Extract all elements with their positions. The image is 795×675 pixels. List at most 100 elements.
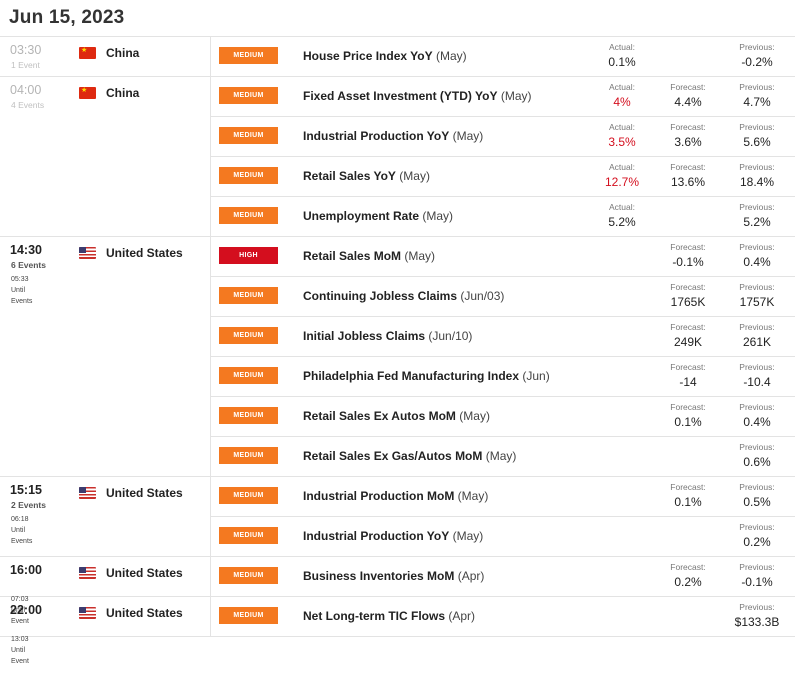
forecast-label: Forecast: bbox=[670, 362, 706, 372]
forecast-value-cell: Forecast: 0.1% bbox=[665, 482, 711, 509]
actual-value: 4% bbox=[613, 95, 631, 109]
previous-label: Previous: bbox=[739, 42, 775, 52]
event-name: Continuing Jobless Claims bbox=[303, 289, 458, 303]
event-period: (Jun/10) bbox=[428, 329, 473, 343]
previous-label: Previous: bbox=[739, 442, 775, 452]
countdown-line: 13:03 bbox=[11, 636, 29, 643]
previous-value: 0.5% bbox=[743, 495, 771, 509]
event-row[interactable]: MEDIUM Business Inventories MoM (Apr) Fo… bbox=[211, 557, 795, 596]
forecast-value-cell: Forecast: 3.6% bbox=[665, 122, 711, 149]
countdown-line: Until bbox=[11, 527, 26, 534]
event-title[interactable]: Net Long-term TIC Flows (Apr) bbox=[303, 609, 475, 623]
previous-value: $133.3B bbox=[734, 615, 780, 629]
us-flag-icon bbox=[79, 487, 96, 499]
time-column: 03:30 1 Event ★ China bbox=[0, 37, 211, 76]
forecast-label: Forecast: bbox=[670, 562, 706, 572]
event-row[interactable]: MEDIUM Industrial Production MoM (May) F… bbox=[211, 477, 795, 517]
forecast-value-cell: Forecast: -0.1% bbox=[665, 242, 711, 269]
event-title[interactable]: Industrial Production YoY (May) bbox=[303, 129, 483, 143]
previous-value: 0.6% bbox=[743, 455, 771, 469]
event-period: (May) bbox=[404, 249, 436, 263]
forecast-label: Forecast: bbox=[670, 482, 706, 492]
event-title[interactable]: Retail Sales YoY (May) bbox=[303, 169, 430, 183]
event-name: Industrial Production MoM bbox=[303, 489, 455, 503]
forecast-label: Forecast: bbox=[670, 282, 706, 292]
event-period: (Jun/03) bbox=[460, 289, 505, 303]
countdown-line: 07:03 bbox=[11, 596, 29, 603]
importance-badge: MEDIUM bbox=[219, 567, 278, 584]
event-row[interactable]: MEDIUM Unemployment Rate (May) Actual: 5… bbox=[211, 197, 795, 236]
event-row[interactable]: MEDIUM Net Long-term TIC Flows (Apr) Pre… bbox=[211, 597, 795, 636]
event-period: (May) bbox=[399, 169, 430, 183]
time-column: 04:00 4 Events ★ China bbox=[0, 77, 211, 236]
actual-value-cell: Actual: 3.5% bbox=[599, 122, 645, 149]
event-title[interactable]: Retail Sales MoM (May) bbox=[303, 249, 435, 263]
event-period: (May) bbox=[422, 209, 454, 223]
event-row[interactable]: HIGH Retail Sales MoM (May) Forecast: -0… bbox=[211, 237, 795, 277]
previous-label: Previous: bbox=[739, 602, 775, 612]
event-period: (Jun) bbox=[522, 369, 550, 383]
event-period: (Apr) bbox=[448, 609, 476, 623]
event-row[interactable]: MEDIUM Retail Sales YoY (May) Actual: 12… bbox=[211, 157, 795, 197]
event-title[interactable]: Fixed Asset Investment (YTD) YoY (May) bbox=[303, 89, 532, 103]
forecast-label: Forecast: bbox=[670, 322, 706, 332]
previous-value-cell: Previous: 0.4% bbox=[730, 242, 784, 269]
actual-value-cell: Actual: 4% bbox=[599, 82, 645, 109]
country-name: China bbox=[106, 86, 140, 100]
previous-value-cell: Previous: 0.5% bbox=[730, 482, 784, 509]
event-name: Industrial Production YoY bbox=[303, 529, 450, 543]
event-title[interactable]: Business Inventories MoM (Apr) bbox=[303, 569, 484, 583]
event-name: Retail Sales YoY bbox=[303, 169, 396, 183]
time-group: 16:00 07:03 Until Event United States MEDI… bbox=[0, 557, 795, 625]
previous-label: Previous: bbox=[739, 522, 775, 532]
country-name: United States bbox=[106, 246, 183, 260]
event-row[interactable]: MEDIUM Initial Jobless Claims (Jun/10) F… bbox=[211, 317, 795, 357]
previous-value: -0.1% bbox=[741, 575, 773, 589]
event-title[interactable]: Retail Sales Ex Gas/Autos MoM (May) bbox=[303, 449, 516, 463]
previous-value-cell: Previous: 18.4% bbox=[730, 162, 784, 189]
event-title[interactable]: Industrial Production MoM (May) bbox=[303, 489, 488, 503]
event-row[interactable]: MEDIUM Retail Sales Ex Autos MoM (May) F… bbox=[211, 397, 795, 437]
actual-label: Actual: bbox=[609, 202, 635, 212]
event-row[interactable]: MEDIUM Continuing Jobless Claims (Jun/03… bbox=[211, 277, 795, 317]
forecast-value: 3.6% bbox=[674, 135, 702, 149]
importance-badge: MEDIUM bbox=[219, 607, 278, 624]
actual-value-cell: Actual: 12.7% bbox=[599, 162, 645, 189]
time-group: 15:15 2 Events 06:18 Until Events United S… bbox=[0, 477, 795, 557]
event-title[interactable]: Continuing Jobless Claims (Jun/03) bbox=[303, 289, 504, 303]
countdown: 06:18 Until Events bbox=[11, 514, 32, 547]
time-group: 04:00 4 Events ★ China MEDIUM Fixed Asse… bbox=[0, 77, 795, 237]
event-name: Business Inventories MoM bbox=[303, 569, 455, 583]
event-row[interactable]: MEDIUM Fixed Asset Investment (YTD) YoY … bbox=[211, 77, 795, 117]
countdown-line: Event bbox=[11, 618, 29, 625]
event-title[interactable]: Initial Jobless Claims (Jun/10) bbox=[303, 329, 472, 343]
us-flag-icon bbox=[79, 567, 96, 579]
event-time: 22:00 bbox=[10, 603, 42, 617]
forecast-label: Forecast: bbox=[670, 122, 706, 132]
event-row[interactable]: MEDIUM Philadelphia Fed Manufacturing In… bbox=[211, 357, 795, 397]
event-title[interactable]: Unemployment Rate (May) bbox=[303, 209, 453, 223]
event-time: 03:30 bbox=[10, 43, 42, 57]
actual-value: 5.2% bbox=[608, 215, 636, 229]
previous-value: 0.4% bbox=[743, 255, 771, 269]
importance-badge: MEDIUM bbox=[219, 87, 278, 104]
event-name: Retail Sales MoM bbox=[303, 249, 402, 263]
previous-label: Previous: bbox=[739, 362, 775, 372]
event-row[interactable]: MEDIUM House Price Index YoY (May) Actua… bbox=[211, 37, 795, 76]
forecast-value: 0.1% bbox=[674, 495, 702, 509]
actual-label: Actual: bbox=[609, 162, 635, 172]
event-title[interactable]: Retail Sales Ex Autos MoM (May) bbox=[303, 409, 490, 423]
event-title[interactable]: Philadelphia Fed Manufacturing Index (Ju… bbox=[303, 369, 550, 383]
event-period: (May) bbox=[500, 89, 532, 103]
event-title[interactable]: Industrial Production YoY (May) bbox=[303, 529, 483, 543]
importance-badge: MEDIUM bbox=[219, 327, 278, 344]
event-row[interactable]: MEDIUM Industrial Production YoY (May) A… bbox=[211, 117, 795, 157]
event-row[interactable]: MEDIUM Retail Sales Ex Gas/Autos MoM (Ma… bbox=[211, 437, 795, 476]
event-title[interactable]: House Price Index YoY (May) bbox=[303, 49, 467, 63]
forecast-value: 13.6% bbox=[670, 175, 706, 189]
previous-label: Previous: bbox=[739, 282, 775, 292]
previous-value-cell: Previous: 0.6% bbox=[730, 442, 784, 469]
event-row[interactable]: MEDIUM Industrial Production YoY (May) P… bbox=[211, 517, 795, 556]
previous-value: 18.4% bbox=[739, 175, 775, 189]
previous-value: 5.6% bbox=[743, 135, 771, 149]
